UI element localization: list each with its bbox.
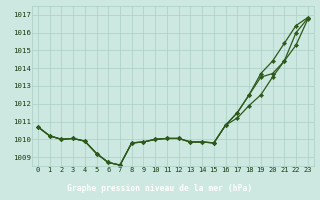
Text: Graphe pression niveau de la mer (hPa): Graphe pression niveau de la mer (hPa)	[68, 184, 252, 193]
